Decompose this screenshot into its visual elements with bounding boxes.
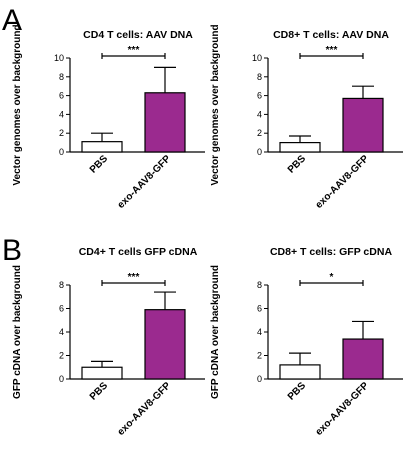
y-tick-label: 6 — [59, 91, 64, 101]
x-category-label: exo-AAV8-GFP — [314, 153, 372, 211]
y-tick-label: 0 — [59, 147, 64, 157]
y-tick-label: 2 — [257, 128, 262, 138]
y-tick-label: 8 — [59, 280, 64, 290]
y-axis-label: GFP cDNA over background — [210, 265, 221, 399]
x-category-label: PBS — [286, 380, 309, 403]
bar-pbs — [279, 142, 321, 153]
y-tick-label: 0 — [59, 374, 64, 384]
chart-title: CD8+ T cells: AAV DNA — [273, 29, 389, 41]
chart-cd8-gfp-cdna: CD8+ T cells: GFP cDNA GFP cDNA over back… — [210, 246, 403, 438]
panel-letter-b: B — [2, 234, 22, 267]
y-tick-label: 4 — [257, 109, 262, 119]
significance-label: *** — [326, 45, 338, 56]
y-tick-label: 6 — [59, 304, 64, 314]
bar-exo-aav8-gfp — [342, 338, 384, 380]
y-tick-label: 8 — [257, 280, 262, 290]
y-tick-label: 4 — [257, 327, 262, 337]
significance-label: *** — [128, 45, 140, 56]
x-category-label: exo-AAV8-GFP — [116, 153, 174, 211]
y-axis-label: Vector genomes over background — [210, 24, 221, 185]
x-category-label: PBS — [88, 380, 111, 403]
bar-exo-aav8-gfp — [342, 97, 384, 153]
x-category-label: exo-AAV8-GFP — [314, 380, 372, 438]
x-category-label: exo-AAV8-GFP — [116, 380, 174, 438]
chart-title: CD8+ T cells: GFP cDNA — [270, 246, 392, 258]
y-tick-label: 2 — [257, 351, 262, 361]
y-tick-label: 4 — [59, 109, 64, 119]
bar-exo-aav8-gfp — [144, 92, 186, 153]
bar-exo-aav8-gfp — [144, 309, 186, 380]
significance-label: *** — [128, 272, 140, 283]
y-axis-label: GFP cDNA over background — [12, 265, 23, 399]
panel-letter-a: A — [2, 4, 22, 37]
y-tick-label: 0 — [257, 147, 262, 157]
x-category-label: PBS — [286, 153, 309, 176]
y-axis-label: Vector genomes over background — [12, 24, 23, 185]
y-tick-label: 2 — [59, 128, 64, 138]
y-tick-label: 6 — [257, 91, 262, 101]
y-tick-label: 0 — [257, 374, 262, 384]
y-tick-label: 8 — [257, 72, 262, 82]
chart-title: CD4 T cells: AAV DNA — [83, 29, 193, 41]
significance-label: * — [330, 272, 334, 283]
y-tick-label: 8 — [59, 72, 64, 82]
chart-title: CD4+ T cells GFP cDNA — [79, 246, 198, 258]
y-tick-label: 4 — [59, 327, 64, 337]
bar-pbs — [81, 366, 123, 380]
chart-cd8-aav-dna: CD8+ T cells: AAV DNA Vector genomes over… — [210, 24, 403, 211]
y-tick-label: 6 — [257, 304, 262, 314]
chart-cd4-gfp-cdna: CD4+ T cells GFP cDNA GFP cDNA over backg… — [12, 246, 205, 438]
bar-pbs — [279, 364, 321, 380]
y-tick-label: 10 — [252, 53, 262, 63]
chart-cd4-aav-dna: CD4 T cells: AAV DNA Vector genomes over … — [12, 24, 205, 211]
y-tick-label: 10 — [54, 53, 64, 63]
y-tick-label: 2 — [59, 351, 64, 361]
bar-pbs — [81, 141, 123, 153]
x-category-label: PBS — [88, 153, 111, 176]
